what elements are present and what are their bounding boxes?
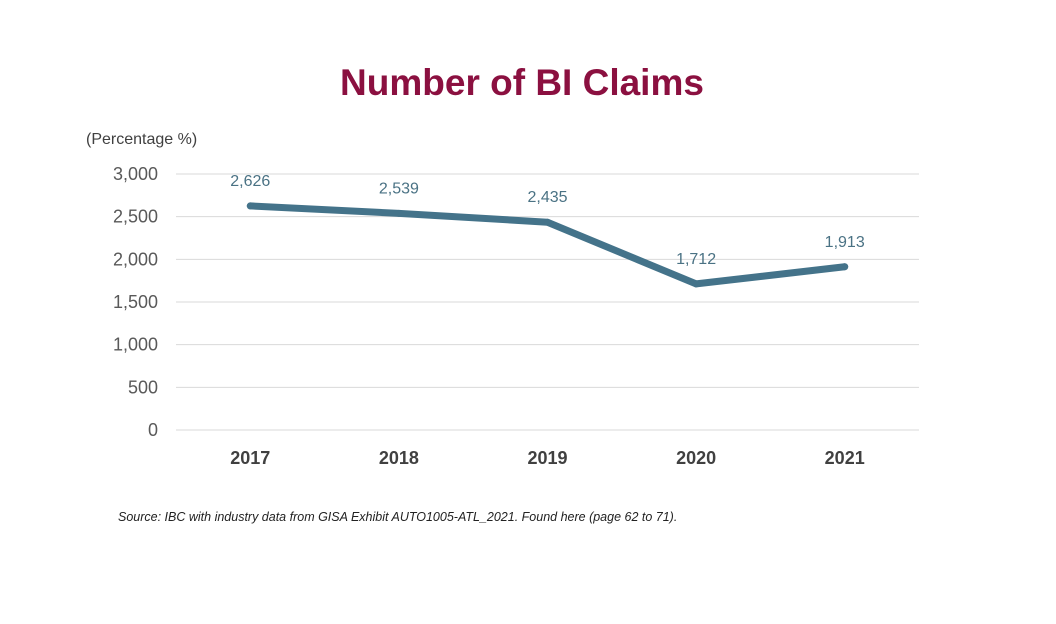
source-note: Source: IBC with industry data from GISA… [118,510,678,524]
data-point [692,280,700,288]
y-axis-unit-label: (Percentage %) [86,131,198,148]
data-labels: 2,626 2,539 2,435 1,712 1,913 [230,173,865,268]
x-tick-label: 2019 [527,448,567,468]
y-tick-label: 500 [128,377,158,397]
x-tick-label: 2017 [230,448,270,468]
y-tick-label: 1,000 [113,335,158,355]
data-point [841,263,849,271]
y-tick-label: 2,000 [113,249,158,269]
data-label: 1,712 [676,251,716,268]
data-label: 2,626 [230,173,270,190]
x-tick-label: 2018 [379,448,419,468]
data-point [246,202,254,210]
series-line [246,202,849,288]
data-point [544,218,551,226]
series-layer [246,202,849,288]
gridlines [176,173,919,431]
y-tick-label: 2,500 [113,207,158,227]
y-axis-ticks: 0 500 1,000 1,500 2,000 2,500 3,000 [113,164,158,440]
data-label: 2,435 [527,189,567,206]
y-tick-label: 3,000 [113,164,158,184]
chart-title: Number of BI Claims [340,62,704,103]
data-label: 2,539 [379,180,419,197]
data-point [395,209,403,217]
x-tick-label: 2020 [676,448,716,468]
data-label: 1,913 [825,234,865,251]
x-axis-ticks: 2017 2018 2019 2020 2021 [230,448,864,468]
x-tick-label: 2021 [825,448,865,468]
y-tick-label: 1,500 [113,292,158,312]
y-tick-label: 0 [148,420,158,440]
